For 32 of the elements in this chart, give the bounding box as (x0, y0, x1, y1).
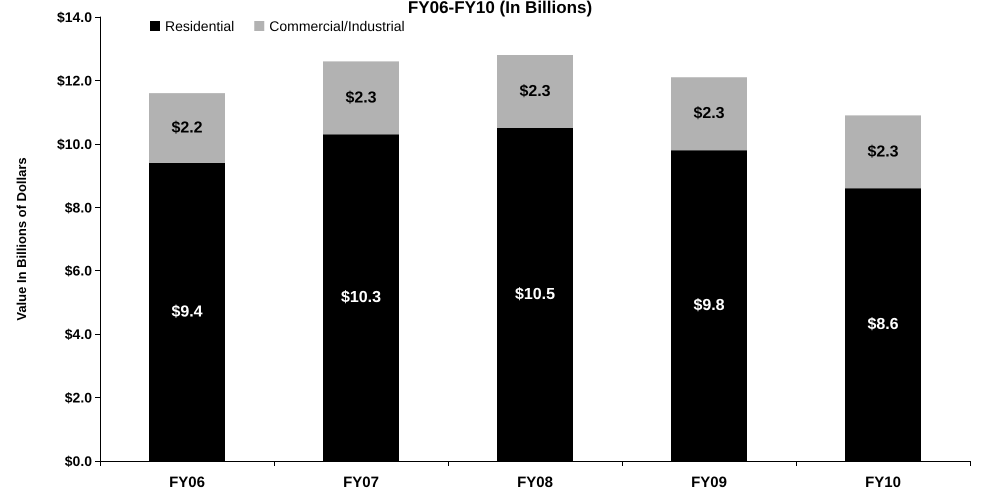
x-tick-label: FY07 (343, 474, 379, 491)
y-tick-label: $12.0 (56, 72, 92, 88)
y-tick-label: $6.0 (64, 262, 92, 279)
data-label: $9.8 (693, 297, 725, 314)
x-tick-label: FY06 (169, 474, 205, 491)
bar (323, 61, 399, 134)
data-label: $10.3 (340, 289, 382, 306)
bar (149, 93, 225, 163)
y-tick-label: $4.0 (64, 326, 92, 342)
legend-label: Residential (165, 18, 234, 34)
x-tick-label: FY09 (691, 474, 727, 491)
y-axis-title: Value In Billions of Dollars (14, 157, 29, 321)
data-label: $2.2 (171, 120, 203, 136)
y-tick-label: $2.0 (64, 390, 92, 406)
bar (845, 115, 921, 188)
legend-label: Commercial/Industrial (269, 18, 405, 34)
data-label: $9.4 (171, 303, 203, 320)
chart-title: FY06-FY10 (In Billions) (408, 0, 592, 17)
data-label: $2.3 (345, 89, 377, 106)
data-label: $2.3 (867, 143, 899, 160)
y-tick-label: $8.0 (64, 199, 92, 216)
data-label: $2.3 (693, 105, 725, 122)
data-label: $8.6 (867, 316, 899, 334)
y-tick-label: $10.0 (56, 136, 92, 152)
data-label: $2.3 (519, 83, 551, 100)
y-tick-label: $14.0 (56, 9, 92, 25)
x-tick-label: FY10 (865, 474, 901, 491)
bar (671, 77, 747, 150)
data-label: $10.5 (514, 286, 556, 303)
y-tick-label: $0.0 (64, 453, 92, 469)
x-tick-label: FY08 (517, 474, 553, 491)
bar (497, 55, 573, 128)
